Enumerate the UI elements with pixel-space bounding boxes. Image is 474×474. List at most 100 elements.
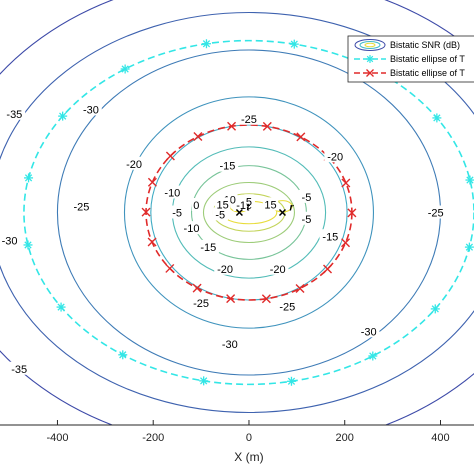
x-tick-label: 0: [246, 432, 252, 444]
contour-label-bg: [216, 158, 239, 172]
contour-label: -5: [215, 209, 225, 221]
contour-label: -5: [302, 192, 312, 204]
x-axis: -400 -200 0 200 400 X (m): [0, 420, 474, 464]
legend-label: Bistatic ellipse of T: [390, 54, 465, 64]
contour-label: 15: [217, 199, 229, 211]
contour-label: -25: [73, 201, 89, 213]
contour-label: -15: [200, 242, 216, 254]
contour-label: -25: [193, 298, 209, 310]
x-axis-label: X (m): [234, 450, 263, 464]
ellipse-marker: [323, 264, 333, 274]
contour-label-bg: [266, 261, 289, 275]
contour-label: -30: [222, 339, 238, 351]
legend-entry: Bistatic ellipse of T: [354, 54, 465, 64]
ellipse-marker: [464, 242, 474, 252]
contour-label-bg: [190, 296, 212, 310]
ellipse-marker: [432, 113, 442, 123]
ellipse-marker: [465, 175, 474, 185]
contour-label: 5: [246, 196, 252, 208]
ellipse-marker: [147, 177, 157, 187]
contour-label: -30: [2, 236, 18, 248]
contour-label: 15: [264, 199, 276, 211]
x-tick-label: 400: [431, 432, 449, 444]
contour-label-bg: [197, 239, 220, 253]
ellipse-marker: [193, 132, 203, 142]
ellipse-marker: [368, 351, 378, 361]
contour-label-bg: [214, 261, 236, 275]
contour-line: [202, 181, 296, 244]
ellipse-marker: [165, 263, 175, 273]
contour-label-bg: [424, 205, 447, 219]
x-tick-label: 200: [336, 432, 354, 444]
contour-label: -20: [327, 151, 343, 163]
ellipse-marker: [199, 376, 209, 386]
contour-label-bg: [298, 211, 315, 225]
legend-swatch: [354, 39, 386, 51]
contour-label: -15: [322, 231, 338, 243]
contour-label-bg: [0, 233, 21, 247]
ellipse-marker: [147, 237, 157, 247]
x-tick-label: -400: [46, 432, 68, 444]
contour-label-bg: [80, 102, 102, 116]
contour-label-bg: [70, 199, 93, 213]
contour-line: [123, 96, 375, 329]
legend-label: Bistatic SNR (dB): [390, 40, 460, 50]
ellipse-marker: [261, 294, 271, 304]
contour-label-bg: [357, 324, 380, 338]
contour-label-bg: [298, 189, 315, 203]
legend-swatch: [359, 41, 381, 49]
contour-label-bg: [3, 106, 26, 120]
contour-label: -20: [270, 264, 286, 276]
contour-label-bg: [123, 156, 145, 170]
ellipse-marker: [296, 132, 306, 142]
ellipse-marker: [58, 111, 68, 121]
legend-entry: Bistatic ellipse of T: [354, 68, 465, 78]
contour-label: -25: [279, 301, 295, 313]
contour-label: 0: [193, 200, 199, 212]
contour-label: -10: [164, 188, 180, 200]
ellipse-marker: [226, 294, 236, 304]
contour-label-bg: [180, 221, 203, 235]
contour-label-bg: [214, 197, 231, 211]
ellipse-marker: [289, 39, 299, 49]
site-marker: r: [278, 203, 294, 217]
contour-label-bg: [276, 299, 299, 313]
ellipse-marker: [192, 283, 202, 293]
site-marker: t: [235, 203, 250, 217]
ellipse-marker: [227, 121, 237, 131]
ellipse-marker: [286, 376, 296, 386]
x-tick-label: -200: [142, 432, 164, 444]
contour-line: [0, 12, 474, 413]
contour-label: -20: [217, 264, 233, 276]
contour-label-bg: [244, 194, 254, 208]
contour-label-bg: [191, 198, 201, 211]
ellipse-marker: [165, 151, 175, 161]
ellipse-marker: [23, 240, 33, 250]
contour-label-bg: [262, 197, 279, 211]
legend: Bistatic SNR (dB) Bistatic ellipse of T Bi…: [347, 35, 474, 83]
contour-label-bg: [212, 207, 228, 221]
contour-label: -5: [302, 214, 312, 226]
ellipse-marker: [24, 173, 34, 183]
contour-label: -15: [219, 161, 235, 173]
ellipse-marker: [347, 208, 357, 218]
ellipse-marker: [295, 283, 305, 293]
contour-label-bg: [319, 229, 342, 243]
contour-label: -35: [11, 364, 27, 376]
ellipse-marker: [430, 304, 440, 314]
contour-label: -35: [6, 109, 22, 121]
ellipse-marker: [341, 178, 351, 188]
ellipse-marker: [201, 39, 211, 49]
ellipse-marker: [341, 238, 351, 248]
ellipse-marker: [120, 64, 130, 74]
ellipse-marker: [262, 121, 272, 131]
ellipse-marker: [141, 207, 151, 217]
contour-label: -10: [184, 223, 200, 235]
contour-label: -20: [126, 159, 142, 171]
contour-label-bg: [219, 336, 241, 350]
contour-label-bg: [169, 205, 185, 219]
site-label: t: [246, 203, 250, 214]
contour-label-bg: [8, 361, 30, 375]
